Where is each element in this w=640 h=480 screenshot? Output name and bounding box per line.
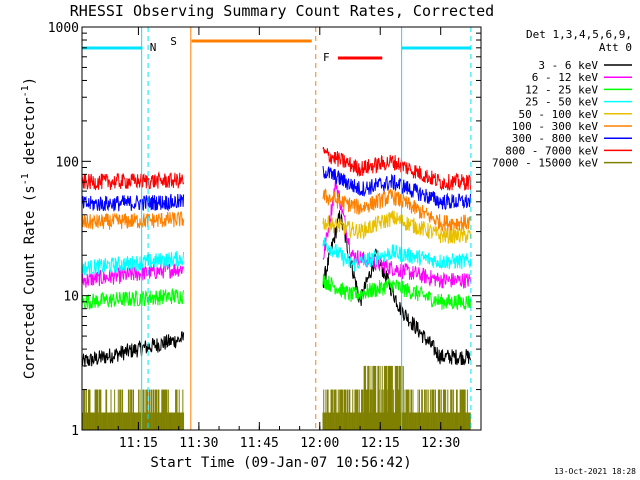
x-tick-label: 12:00 bbox=[300, 436, 339, 451]
legend-label: 800 - 7000 keV bbox=[505, 144, 598, 157]
legend-label: 12 - 25 keV bbox=[525, 83, 598, 96]
y-tick-label: 1000 bbox=[48, 21, 79, 36]
annotation-n: N bbox=[150, 41, 157, 54]
y-axis-label-sup1: -1 bbox=[20, 173, 31, 185]
series-line-post bbox=[322, 187, 471, 232]
y-axis-label: Corrected Count Rate (s-1 detector-1) bbox=[20, 77, 38, 379]
y-axis-label-sup2: -1 bbox=[20, 85, 31, 97]
y-tick-label: 10 bbox=[63, 290, 79, 305]
series-line-pre bbox=[81, 193, 185, 212]
chart-title: RHESSI Observing Summary Count Rates, Co… bbox=[70, 2, 494, 20]
series-line-post bbox=[322, 146, 471, 191]
series-4 bbox=[81, 237, 471, 276]
timestamp: 13-Oct-2021 18:28 bbox=[554, 467, 636, 476]
series-line-pre bbox=[81, 287, 185, 310]
series-line-post bbox=[322, 210, 471, 245]
axes: 11:15 11:30 11:45 12:00 12:15 12:30 1 10 100 1000 bbox=[48, 21, 482, 451]
legend-label: 100 - 300 keV bbox=[512, 120, 598, 133]
x-tick-label: 11:30 bbox=[179, 436, 218, 451]
series-line-post bbox=[322, 166, 471, 211]
legend-label: 300 - 800 keV bbox=[512, 132, 598, 145]
x-tick-label: 11:45 bbox=[240, 436, 279, 451]
plot-area: N S F bbox=[81, 27, 472, 430]
legend-header-detectors: Det 1,3,4,5,6,9, bbox=[526, 28, 632, 41]
x-axis-label: Start Time (09-Jan-07 10:56:42) bbox=[150, 455, 411, 471]
series-line-pre bbox=[81, 331, 185, 367]
series-3 bbox=[81, 273, 471, 311]
legend-label: 3 - 6 keV bbox=[538, 59, 598, 72]
y-axis-label-main: Corrected Count Rate (s bbox=[22, 185, 38, 379]
legend-label: 6 - 12 keV bbox=[532, 71, 599, 84]
x-tick-label: 12:30 bbox=[421, 436, 460, 451]
series-line-post bbox=[322, 237, 471, 272]
legend-header-attenuator: Att 0 bbox=[599, 41, 632, 54]
series-8 bbox=[81, 146, 471, 191]
series-line-pre bbox=[81, 210, 185, 230]
y-axis-label-end: ) bbox=[22, 77, 38, 85]
series-line-post bbox=[322, 273, 471, 311]
series-5 bbox=[322, 210, 471, 245]
legend-label: 50 - 100 keV bbox=[519, 108, 599, 121]
legend-label: 7000 - 15000 keV bbox=[492, 157, 598, 170]
series-9 bbox=[81, 365, 471, 430]
y-axis-label-mid: detector bbox=[22, 97, 38, 173]
y-tick-label: 1 bbox=[71, 424, 79, 439]
x-tick-label: 12:15 bbox=[361, 436, 400, 451]
x-tick-label: 11:15 bbox=[119, 436, 158, 451]
series-6 bbox=[81, 187, 471, 232]
annotation-s: S bbox=[170, 35, 177, 48]
series-line-post bbox=[322, 177, 471, 289]
series-line-pre bbox=[81, 250, 185, 276]
annotation-f: F bbox=[323, 51, 330, 64]
series-line-pre bbox=[81, 170, 185, 191]
y-tick-label: 100 bbox=[56, 155, 79, 170]
series-7 bbox=[81, 166, 471, 212]
plot-frame bbox=[81, 26, 482, 431]
legend-label: 25 - 50 keV bbox=[525, 96, 598, 109]
